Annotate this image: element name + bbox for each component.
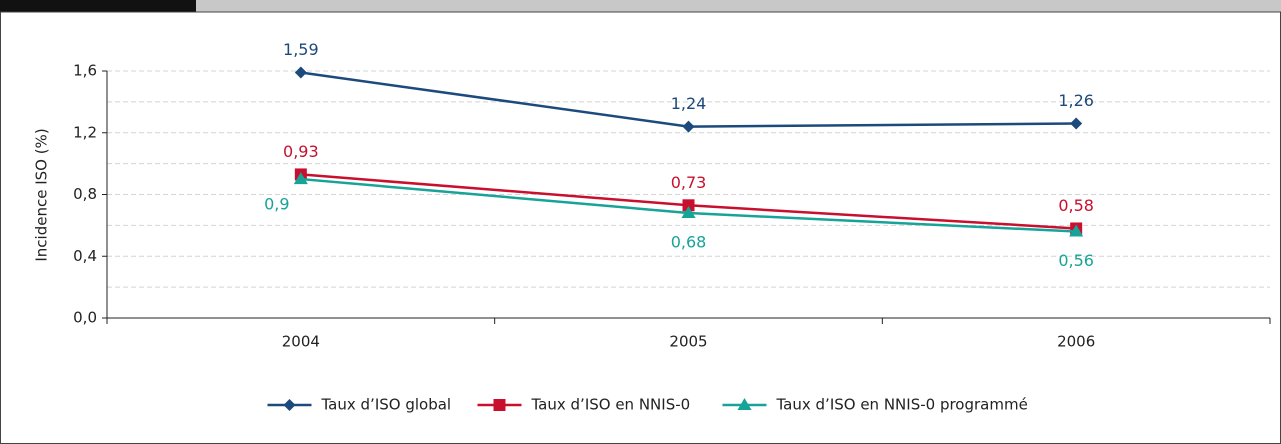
value-label: 1,26 [1058,91,1094,110]
x-tick-label: 2006 [1057,333,1095,351]
value-label: 0,58 [1058,196,1094,215]
marker [293,172,308,185]
header-bar [196,0,1281,12]
marker [1069,224,1084,237]
frame [0,11,1281,444]
marker [681,206,696,219]
y-axis-label: Incidence ISO (%) [33,128,51,261]
value-label: 0,9 [264,195,289,214]
value-label: 0,68 [671,233,707,252]
value-label: 1,59 [283,40,319,59]
value-label: 0,93 [283,142,319,161]
legend-label: Taux d’ISO en NNIS-0 programmé [776,396,1028,414]
y-tick-label: 1,2 [73,123,97,141]
marker [682,120,695,133]
y-tick-label: 0,0 [73,309,97,327]
value-label: 0,56 [1058,251,1094,270]
marker [493,399,506,411]
value-label: 0,73 [671,173,707,192]
legend-label: Taux d’ISO global [321,396,452,414]
header-block [0,0,196,12]
y-tick-label: 0,4 [73,247,97,265]
marker [737,398,752,410]
x-tick-label: 2005 [669,333,707,351]
legend-label: Taux d’ISO en NNIS-0 [531,396,691,414]
marker [1070,117,1083,130]
value-label: 1,24 [671,94,707,113]
marker [682,199,695,212]
marker [283,399,296,411]
y-tick-label: 0,8 [73,185,97,203]
x-tick-label: 2004 [282,333,320,351]
marker [294,66,307,79]
y-tick-label: 1,6 [73,62,97,80]
